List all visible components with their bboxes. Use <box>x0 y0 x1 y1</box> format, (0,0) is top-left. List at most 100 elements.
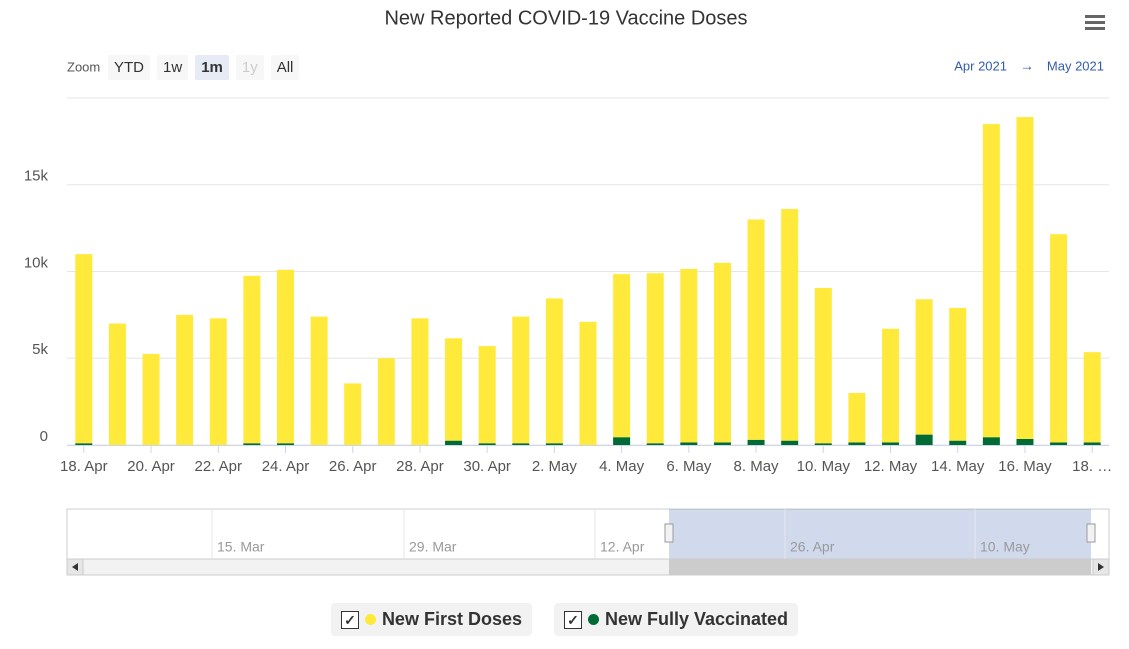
menu-button[interactable] <box>1085 15 1105 30</box>
menu-bar <box>1085 21 1105 24</box>
bar <box>613 274 631 438</box>
bar <box>646 443 664 445</box>
bar <box>814 443 832 445</box>
navigator-mask <box>669 509 1091 559</box>
bar <box>310 316 328 445</box>
range-to[interactable]: May 2021 <box>1047 58 1104 73</box>
zoom-button[interactable]: 1y <box>235 55 264 80</box>
x-tick-label: 28. Apr <box>396 458 444 475</box>
bar <box>75 443 93 445</box>
bar <box>243 275 261 444</box>
y-tick-label: 15k <box>24 168 49 185</box>
bar <box>814 287 832 444</box>
bar <box>613 437 631 445</box>
bar <box>982 437 1000 445</box>
bar <box>108 323 126 445</box>
bar <box>1016 117 1034 439</box>
arrow-right <box>1098 563 1104 571</box>
bar <box>344 383 362 445</box>
legend-checkbox[interactable]: ✓ <box>340 610 359 629</box>
bar <box>243 443 261 445</box>
y-tick-label: 0 <box>40 428 48 445</box>
legend-item[interactable]: ✓ New First Doses <box>330 603 532 636</box>
bar <box>411 318 429 445</box>
bar <box>713 262 731 443</box>
bar <box>276 443 294 445</box>
navigator-handle[interactable] <box>1086 523 1096 543</box>
bar <box>1083 352 1101 443</box>
bar <box>747 219 765 440</box>
x-tick-label: 24. Apr <box>262 458 310 475</box>
bar <box>478 346 496 444</box>
legend-label: New Fully Vaccinated <box>604 609 789 629</box>
legend-label: New First Doses <box>381 609 522 629</box>
bar <box>1083 442 1101 445</box>
bar <box>882 328 900 443</box>
x-tick-label: 10. May <box>797 458 851 475</box>
bar <box>209 318 227 445</box>
bar <box>781 209 799 441</box>
zoom-button[interactable]: 1w <box>157 55 189 80</box>
bar <box>176 314 194 445</box>
bar <box>579 321 597 445</box>
legend-item[interactable]: ✓ New Fully Vaccinated <box>553 603 799 636</box>
x-tick-label: 18. Apr <box>60 458 108 475</box>
y-tick-label: 5k <box>32 341 48 358</box>
chart-title: New Reported COVID-19 Vaccine Doses <box>384 7 747 29</box>
navigator-label: 29. Mar <box>409 539 457 555</box>
bar <box>848 442 866 445</box>
menu-bar <box>1085 27 1105 30</box>
scrollbar-thumb[interactable] <box>669 559 1091 575</box>
x-tick-label: 8. May <box>734 458 780 475</box>
zoom-button[interactable]: YTD <box>108 55 150 80</box>
bar <box>949 440 967 445</box>
bar <box>377 358 395 445</box>
legend-checkbox[interactable]: ✓ <box>563 610 582 629</box>
bar <box>512 316 530 444</box>
bar <box>915 434 933 445</box>
bar <box>982 124 1000 438</box>
bar <box>848 392 866 443</box>
bar <box>1050 442 1068 445</box>
x-tick-label: 12. May <box>864 458 918 475</box>
bar <box>713 442 731 445</box>
navigator-label: 12. Apr <box>600 539 645 555</box>
range-from[interactable]: Apr 2021 <box>954 58 1007 73</box>
x-tick-label: 2. May <box>532 458 578 475</box>
zoom-label: Zoom <box>67 59 100 74</box>
bar <box>781 440 799 445</box>
zoom-button[interactable]: All <box>270 55 300 80</box>
bar <box>680 268 698 443</box>
zoom-buttons: YTD 1w 1m 1y All <box>108 55 300 80</box>
arrow-left <box>72 563 78 571</box>
x-tick-label: 16. May <box>998 458 1052 475</box>
bar <box>545 298 563 444</box>
bar <box>1050 234 1068 443</box>
x-tick-label: 26. Apr <box>329 458 377 475</box>
bar <box>545 443 563 445</box>
navigator-handle[interactable] <box>664 523 674 543</box>
navigator-label: 10. May <box>980 539 1030 555</box>
menu-bar <box>1085 15 1105 18</box>
bar <box>142 353 160 445</box>
bar <box>680 442 698 445</box>
x-tick-label: 22. Apr <box>194 458 242 475</box>
bar <box>915 299 933 435</box>
legend-symbol <box>587 614 599 625</box>
bar <box>512 443 530 445</box>
y-tick-label: 10k <box>24 254 49 271</box>
bar <box>949 307 967 441</box>
navigator: 15. Mar 29. Mar 12. Apr 26. Apr 10. May <box>66 508 1110 576</box>
navigator-label: 26. Apr <box>790 539 835 555</box>
bar <box>276 269 294 444</box>
zoom-button[interactable]: 1m <box>195 55 229 80</box>
legend-symbol <box>364 614 376 625</box>
bar <box>478 443 496 445</box>
legend: ✓ New First Doses ✓ New Fully Vaccinated <box>0 603 1129 636</box>
bar <box>75 254 93 444</box>
x-tick-label: 6. May <box>666 458 712 475</box>
bar <box>1016 438 1034 445</box>
x-tick-label: 4. May <box>599 458 645 475</box>
x-tick-label: 20. Apr <box>127 458 175 475</box>
